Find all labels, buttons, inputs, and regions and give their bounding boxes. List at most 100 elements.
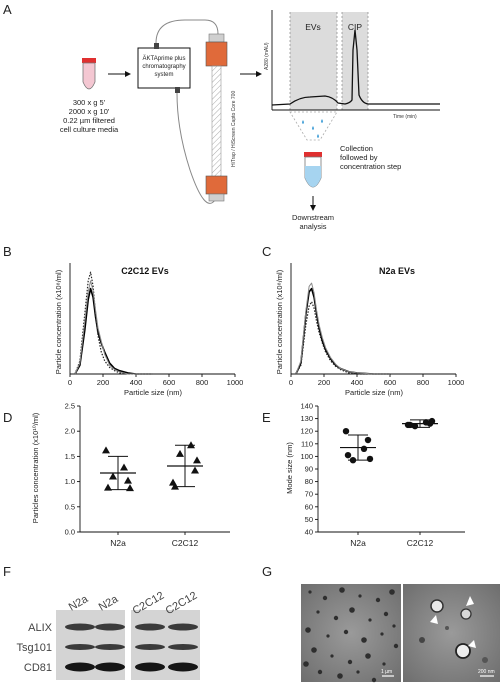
protein-band — [95, 623, 125, 631]
data-point — [126, 484, 134, 492]
x-tick-label: 400 — [130, 378, 143, 387]
data-point — [364, 436, 372, 444]
y-tick-label: 50 — [305, 515, 313, 524]
chromatogram-trace — [271, 29, 440, 106]
vesicle — [382, 662, 386, 666]
vesicle — [311, 647, 317, 653]
tubing-bottom — [176, 92, 216, 204]
y-tick-label: 2.5 — [65, 402, 75, 411]
tube-text-2: 2000 x g 10' — [69, 107, 110, 116]
data-point — [366, 455, 374, 463]
scale-text-right: 200 nm — [478, 669, 495, 675]
y-tick-label: 120 — [300, 427, 313, 436]
panel-label-d: D — [3, 410, 12, 425]
em-vesicles-left — [303, 587, 399, 683]
size-distribution-line-2 — [295, 301, 390, 375]
vesicle — [305, 627, 311, 633]
y-tick-label: 2.0 — [65, 427, 75, 436]
akta-port-top — [154, 43, 159, 49]
collection-funnel — [289, 111, 338, 141]
chart-d-points — [100, 441, 203, 492]
y-tick-label: 0.0 — [65, 528, 75, 537]
vesicle — [383, 611, 389, 617]
panel-label-c: C — [262, 244, 271, 259]
protein-band — [135, 623, 165, 631]
arrowhead-marker-icon — [430, 615, 438, 624]
data-point — [109, 472, 117, 480]
x-tick-label: 0 — [289, 378, 293, 387]
scale-text-left: 1 µm — [381, 669, 392, 675]
panel-label-g: G — [262, 564, 272, 579]
data-point — [360, 445, 368, 453]
chrom-label-evs: EVs — [305, 22, 321, 32]
akta-text-1: ÄKTAprime plus — [143, 55, 186, 62]
size-distribution-line-3 — [295, 282, 390, 375]
chart-e-ylabel: Mode size (nm) — [285, 442, 294, 494]
chart-c-ylabel: Particle concentration (x10⁸/ml) — [275, 269, 284, 374]
protein-band — [65, 644, 95, 650]
arrow-head-icon — [256, 71, 262, 77]
protein-band — [95, 644, 125, 650]
size-distribution-line-2 — [74, 271, 153, 375]
panel-label-f: F — [3, 564, 11, 579]
vesicle — [322, 595, 328, 601]
protein-band — [95, 662, 125, 672]
vesicle — [337, 673, 343, 679]
data-point — [102, 446, 110, 454]
data-point — [344, 451, 352, 459]
x-tick-label: 600 — [163, 378, 176, 387]
blot-row-label-tsg101: Tsg101 — [17, 642, 52, 654]
x-tick-label: 400 — [351, 378, 364, 387]
size-distribution-line-3 — [74, 280, 153, 375]
chart-c-xlabel: Particle size (nm) — [345, 388, 403, 397]
vesicle — [349, 607, 355, 613]
arrowhead-marker-icon — [466, 596, 474, 606]
size-distribution-line-1 — [74, 287, 153, 375]
vesicle — [317, 669, 323, 675]
protein-band — [168, 662, 198, 672]
vesicle — [371, 677, 377, 683]
chart-c-series — [295, 282, 390, 375]
vesicle — [347, 659, 353, 665]
akta-port-bottom — [175, 87, 180, 93]
panel-label-a: A — [3, 2, 12, 17]
protein-band — [168, 644, 198, 650]
tube-text-4: cell culture media — [60, 125, 119, 134]
akta-system-box — [137, 47, 191, 89]
y-tick-label: 40 — [305, 528, 313, 537]
chart-b-ylabel: Particle concentration (x10⁸/ml) — [54, 269, 63, 374]
protein-band — [65, 623, 95, 631]
vesicle — [303, 661, 309, 667]
chrom-label-cip: CIP — [348, 22, 363, 32]
akta-text-2: chromatography — [142, 64, 185, 70]
droplets-icon — [302, 119, 323, 138]
y-tick-label: 130 — [300, 414, 313, 423]
category-label-c2c12: C2C12 — [407, 538, 434, 548]
x-tick-label: 200 — [318, 378, 331, 387]
vesicle — [316, 610, 320, 614]
data-point — [124, 476, 132, 484]
y-tick-label: 140 — [300, 402, 313, 411]
vesicle — [343, 629, 349, 635]
data-point — [176, 449, 184, 457]
blot-row-label-cd81: CD81 — [24, 662, 52, 674]
protein-band — [135, 644, 165, 650]
x-tick-label: 800 — [417, 378, 430, 387]
vesicle — [392, 624, 396, 628]
culture-tube-icon — [82, 58, 96, 90]
vesicle — [330, 654, 334, 658]
chart-e-ticks: 40 50 60 70 80 90 100 110 120 130 140 N2a C2C12 — [300, 402, 433, 549]
x-tick-label: 200 — [97, 378, 110, 387]
vesicle — [356, 670, 360, 674]
chart-b-title: C2C12 EVs — [121, 266, 169, 276]
x-tick-label: 1000 — [448, 378, 465, 387]
vesicle — [326, 634, 330, 638]
category-label-c2c12: C2C12 — [172, 538, 199, 548]
chrom-xlabel: Time (min) — [393, 114, 417, 120]
y-tick-label: 100 — [300, 452, 313, 461]
chart-b-series — [74, 271, 153, 375]
cip-shaded-region — [342, 12, 368, 110]
protein-band — [65, 662, 95, 672]
data-point — [187, 441, 195, 449]
data-point — [422, 419, 430, 426]
